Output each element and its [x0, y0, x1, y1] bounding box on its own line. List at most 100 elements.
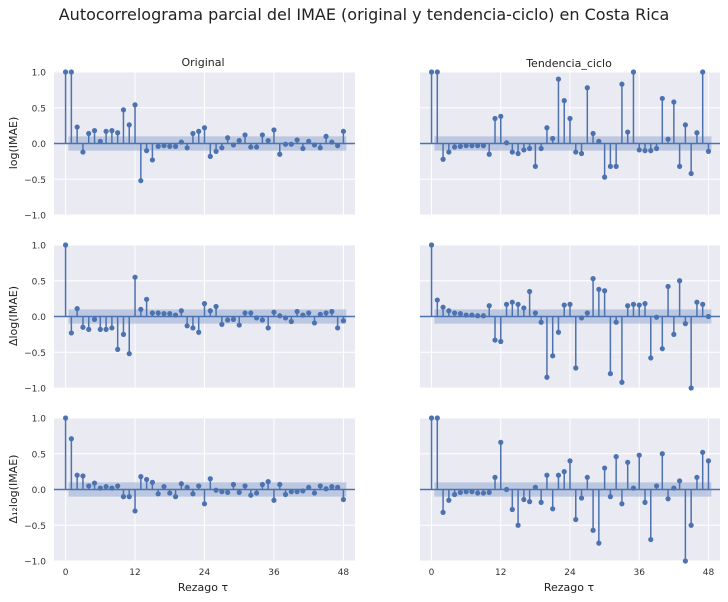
- panel-2-marker-lag-34: [625, 129, 631, 135]
- panel-6-marker-lag-40: [659, 451, 665, 457]
- panel-5-marker-lag-21: [184, 484, 190, 490]
- row-ylabel-dlog: Δlog(IMAE): [7, 286, 20, 346]
- panel-6-marker-lag-30: [602, 465, 608, 471]
- panel-5-ytick-label: 1.0: [32, 415, 47, 425]
- panel-5-marker-lag-16: [155, 491, 161, 497]
- panel-6-xtick-label: 36: [634, 568, 646, 578]
- panel-2-marker-lag-15: [515, 150, 521, 157]
- panel-5-marker-lag-6: [97, 485, 103, 491]
- panel-5-marker-lag-1: [68, 436, 74, 442]
- panel-6-marker-lag-39: [653, 483, 660, 489]
- panel-6-marker-lag-46: [694, 474, 700, 480]
- panel-2-marker-lag-5: [457, 143, 463, 149]
- panel-5-marker-lag-45: [323, 486, 329, 492]
- panel-6-marker-lag-44: [682, 558, 688, 564]
- panel-3-marker-lag-24: [201, 301, 208, 307]
- panel-2-marker-lag-36: [636, 147, 642, 153]
- panel-4-marker-lag-15: [515, 301, 521, 307]
- panel-1-marker-lag-6: [97, 138, 103, 144]
- panel-4-marker-lag-17: [527, 288, 533, 295]
- panel-1-marker-lag-26: [213, 148, 219, 154]
- panel-4-marker-lag-18: [532, 310, 538, 316]
- panel-3-marker-lag-26: [213, 303, 219, 310]
- panel-6-marker-lag-42: [671, 485, 677, 491]
- panel-4-marker-lag-42: [671, 331, 677, 337]
- panel-1-marker-lag-34: [259, 132, 265, 138]
- panel-6-marker-lag-7: [469, 489, 475, 495]
- panel-6-marker-lag-18: [532, 484, 538, 490]
- panel-3-marker-lag-44: [317, 311, 323, 317]
- panel-6-marker-lag-3: [446, 497, 452, 503]
- panel-5-marker-lag-30: [236, 489, 242, 495]
- column-title-original: Original: [181, 56, 224, 69]
- panel-4-marker-lag-44: [682, 321, 688, 327]
- panel-3-marker-lag-36: [271, 309, 277, 315]
- panel-5-marker-lag-36: [271, 497, 277, 503]
- panel-4-marker-lag-26: [578, 315, 585, 321]
- panel-2-marker-lag-7: [469, 143, 475, 149]
- panel-1-ytick-label: −1.0: [24, 212, 46, 222]
- panel-6-marker-lag-38: [648, 536, 654, 543]
- panel-2-marker-lag-45: [688, 170, 694, 177]
- panel-5-marker-lag-35: [265, 479, 271, 485]
- panel-4-marker-lag-39: [653, 314, 660, 320]
- panel-4-marker-lag-30: [602, 288, 608, 294]
- panel-6-marker-lag-12: [498, 439, 504, 445]
- panel-2-marker-lag-17: [527, 145, 533, 152]
- panel-3-marker-lag-46: [329, 308, 335, 315]
- panel-1-marker-lag-3: [80, 149, 86, 155]
- panel-3-marker-lag-28: [225, 317, 231, 323]
- panel-3-marker-lag-30: [236, 322, 242, 328]
- panel-2-marker-lag-46: [694, 130, 700, 136]
- panel-5-marker-lag-15: [149, 479, 156, 485]
- panel-2-marker-lag-25: [573, 149, 579, 155]
- panel-3-marker-lag-27: [219, 321, 225, 327]
- panel-2-marker-lag-38: [648, 148, 654, 154]
- panel-2-marker-lag-0: [428, 69, 435, 75]
- panel-5-marker-lag-28: [225, 489, 231, 495]
- panel-4-marker-lag-32: [613, 319, 619, 325]
- panel-4-marker-lag-45: [688, 385, 694, 391]
- panel-5-marker-lag-3: [80, 473, 86, 479]
- panel-4-marker-lag-13: [503, 301, 510, 307]
- panel-6-marker-lag-1: [434, 415, 440, 421]
- panel-6-marker-lag-17: [527, 499, 533, 505]
- panel-3-marker-lag-19: [172, 312, 179, 318]
- panel-1-marker-lag-32: [248, 144, 254, 150]
- panel-1-marker-lag-46: [329, 139, 335, 145]
- panel-2-marker-lag-35: [630, 69, 637, 75]
- panel-1-marker-lag-33: [253, 144, 260, 150]
- panel-6-xtick-label: 0: [429, 568, 435, 578]
- panel-3-marker-lag-11: [126, 351, 132, 357]
- panel-5-marker-lag-25: [207, 476, 213, 482]
- panel-1-marker-lag-17: [161, 143, 167, 149]
- panel-2-marker-lag-32: [613, 163, 619, 169]
- panel-2-marker-lag-19: [538, 145, 544, 152]
- panel-4-marker-lag-5: [457, 311, 463, 317]
- panel-5-marker-lag-37: [277, 481, 283, 488]
- panel-6-marker-lag-10: [486, 489, 492, 495]
- panel-6-marker-lag-29: [596, 540, 602, 546]
- panel-4-marker-lag-46: [694, 299, 700, 305]
- panel-6-marker-lag-36: [636, 452, 642, 458]
- panel-4-marker-lag-41: [665, 283, 671, 290]
- figure-title: Autocorrelograma parcial del IMAE (origi…: [59, 5, 670, 24]
- panel-5-marker-lag-4: [86, 483, 92, 489]
- panel-1-ytick-label: 0.0: [32, 140, 47, 150]
- panel-5-marker-lag-24: [201, 501, 208, 507]
- panel-4-marker-lag-47: [700, 301, 706, 307]
- panel-5-marker-lag-39: [288, 489, 294, 495]
- panel-3-ytick-label: −0.5: [24, 349, 46, 359]
- panel-1-marker-lag-2: [74, 124, 80, 130]
- panel-3-marker-lag-3: [80, 324, 86, 330]
- panel-1-marker-lag-40: [294, 137, 300, 143]
- panel-4-marker-lag-20: [544, 374, 550, 380]
- panel-5-marker-lag-40: [294, 489, 300, 495]
- panel-5-marker-lag-22: [190, 491, 196, 497]
- panel-5-marker-lag-8: [109, 485, 115, 491]
- panel-4-marker-lag-10: [486, 303, 492, 309]
- panel-5-marker-lag-43: [311, 490, 318, 496]
- panel-6-marker-lag-13: [503, 486, 510, 493]
- panel-3-marker-lag-20: [178, 308, 184, 314]
